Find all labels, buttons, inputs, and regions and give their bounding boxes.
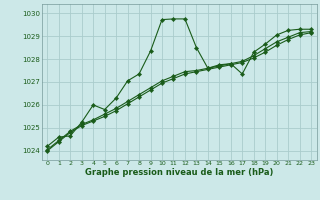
- X-axis label: Graphe pression niveau de la mer (hPa): Graphe pression niveau de la mer (hPa): [85, 168, 273, 177]
